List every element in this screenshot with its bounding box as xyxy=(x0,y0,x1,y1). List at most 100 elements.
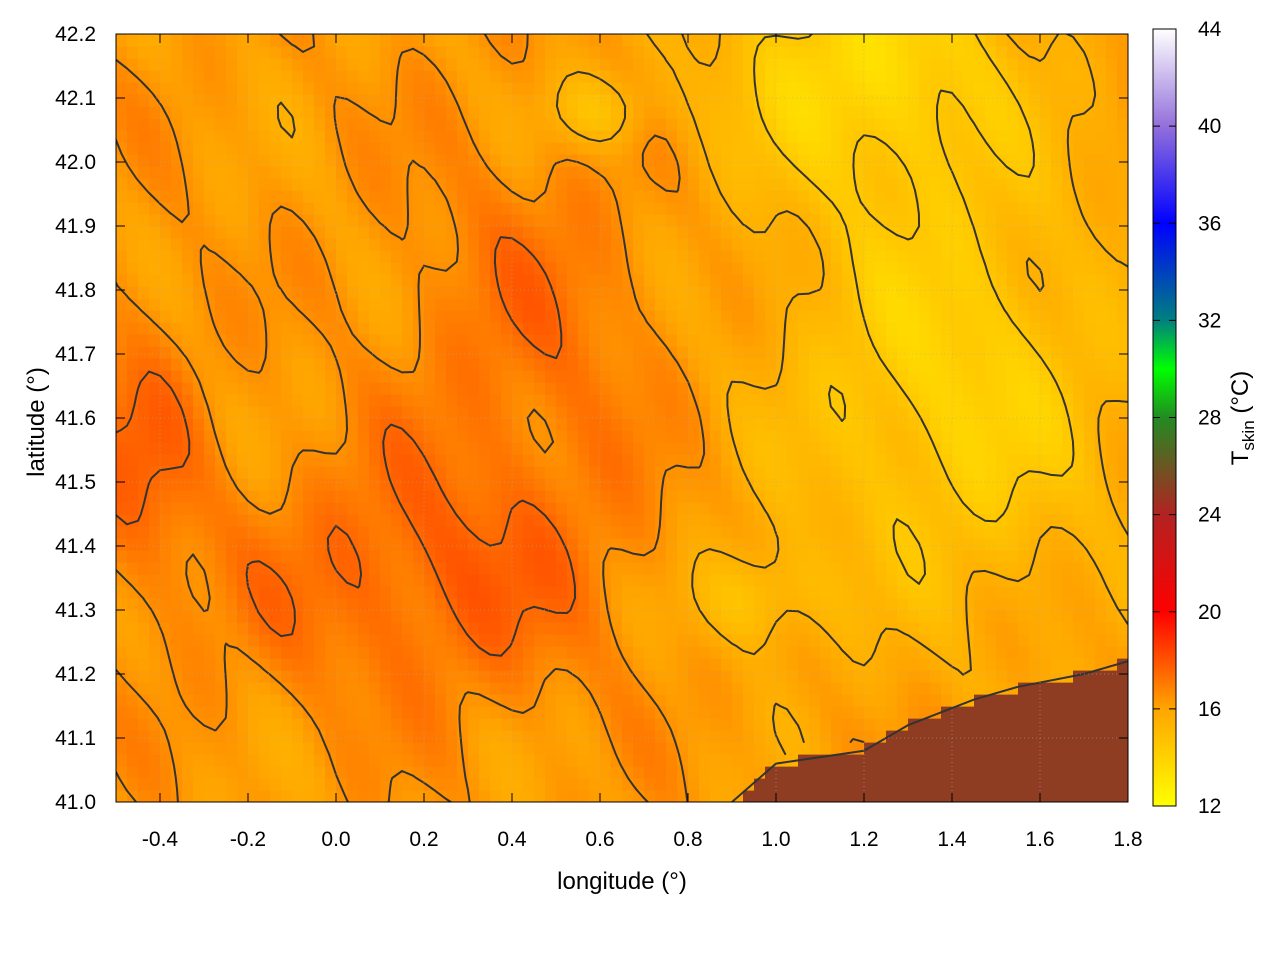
heatmap-cell xyxy=(259,574,271,587)
heatmap-cell xyxy=(281,742,293,755)
heatmap-cell xyxy=(1051,574,1063,587)
heatmap-cell xyxy=(325,778,337,791)
heatmap-cell xyxy=(512,646,524,659)
heatmap-cell xyxy=(985,526,997,539)
heatmap-cell xyxy=(732,550,744,563)
heatmap-cell xyxy=(501,634,513,647)
heatmap-cell xyxy=(600,310,612,323)
heatmap-cell xyxy=(886,694,898,707)
heatmap-cell xyxy=(721,226,733,239)
heatmap-cell xyxy=(919,466,931,479)
heatmap-cell xyxy=(600,538,612,551)
heatmap-cell xyxy=(314,598,326,611)
heatmap-cell xyxy=(545,502,557,515)
heatmap-cell xyxy=(567,574,579,587)
heatmap-cell xyxy=(182,262,194,275)
heatmap-cell xyxy=(820,658,832,671)
heatmap-cell xyxy=(1018,154,1030,167)
heatmap-cell xyxy=(1084,406,1096,419)
heatmap-cell xyxy=(622,406,634,419)
heatmap-cell xyxy=(941,754,953,767)
heatmap-cell xyxy=(600,526,612,539)
heatmap-cell xyxy=(1095,742,1107,755)
heatmap-cell xyxy=(633,226,645,239)
heatmap-cell xyxy=(853,166,865,179)
heatmap-cell xyxy=(842,418,854,431)
heatmap-cell xyxy=(402,562,414,575)
heatmap-cell xyxy=(743,670,755,683)
heatmap-cell xyxy=(149,430,161,443)
heatmap-cell xyxy=(160,598,172,611)
heatmap-cell xyxy=(182,754,194,767)
heatmap-cell xyxy=(1018,442,1030,455)
heatmap-cell xyxy=(831,442,843,455)
heatmap-cell xyxy=(292,370,304,383)
heatmap-cell xyxy=(446,706,458,719)
heatmap-cell xyxy=(886,262,898,275)
heatmap-cell xyxy=(534,298,546,311)
heatmap-cell xyxy=(600,274,612,287)
heatmap-cell xyxy=(611,382,623,395)
heatmap-cell xyxy=(655,214,667,227)
heatmap-cell xyxy=(270,262,282,275)
heatmap-cell xyxy=(501,262,513,275)
heatmap-cell xyxy=(237,670,249,683)
heatmap-cell xyxy=(963,406,975,419)
heatmap-cell xyxy=(1051,766,1063,779)
heatmap-cell xyxy=(270,226,282,239)
heatmap-cell xyxy=(930,502,942,515)
heatmap-cell xyxy=(787,562,799,575)
heatmap-cell xyxy=(1051,394,1063,407)
heatmap-cell xyxy=(314,502,326,515)
heatmap-cell xyxy=(754,754,766,767)
heatmap-cell xyxy=(204,454,216,467)
heatmap-cell xyxy=(325,370,337,383)
heatmap-cell xyxy=(611,598,623,611)
heatmap-cell xyxy=(1062,766,1074,779)
heatmap-cell xyxy=(677,586,689,599)
heatmap-cell xyxy=(457,646,469,659)
heatmap-cell xyxy=(765,670,777,683)
heatmap-cell xyxy=(1117,574,1128,587)
heatmap-cell xyxy=(402,226,414,239)
heatmap-cell xyxy=(160,418,172,431)
heatmap-cell xyxy=(347,226,359,239)
heatmap-cell xyxy=(578,154,590,167)
heatmap-cell xyxy=(930,538,942,551)
heatmap-cell xyxy=(820,610,832,623)
heatmap-cell xyxy=(215,478,227,491)
heatmap-cell xyxy=(1018,430,1030,443)
heatmap-cell xyxy=(1117,586,1128,599)
heatmap-cell xyxy=(864,586,876,599)
heatmap-cell xyxy=(930,250,942,263)
heatmap-cell xyxy=(380,250,392,263)
heatmap-cell xyxy=(567,418,579,431)
heatmap-cell xyxy=(589,706,601,719)
heatmap-cell xyxy=(468,526,480,539)
heatmap-cell xyxy=(138,466,150,479)
heatmap-cell xyxy=(490,382,502,395)
heatmap-cell xyxy=(468,298,480,311)
heatmap-cell xyxy=(578,202,590,215)
heatmap-cell xyxy=(116,490,128,503)
heatmap-cell xyxy=(490,670,502,683)
heatmap-cell xyxy=(380,598,392,611)
heatmap-cell xyxy=(270,694,282,707)
heatmap-cell xyxy=(369,574,381,587)
heatmap-cell xyxy=(611,406,623,419)
heatmap-cell xyxy=(666,226,678,239)
heatmap-cell xyxy=(369,766,381,779)
heatmap-cell xyxy=(820,694,832,707)
heatmap-cell xyxy=(303,646,315,659)
heatmap-cell xyxy=(248,502,260,515)
heatmap-cell xyxy=(787,406,799,419)
heatmap-cell xyxy=(820,598,832,611)
heatmap-cell xyxy=(1073,394,1085,407)
heatmap-cell xyxy=(1051,238,1063,251)
heatmap-cell xyxy=(380,262,392,275)
heatmap-cell xyxy=(743,202,755,215)
heatmap-cell xyxy=(1018,574,1030,587)
heatmap-cell xyxy=(325,190,337,203)
heatmap-cell xyxy=(479,670,491,683)
heatmap-cell xyxy=(490,238,502,251)
